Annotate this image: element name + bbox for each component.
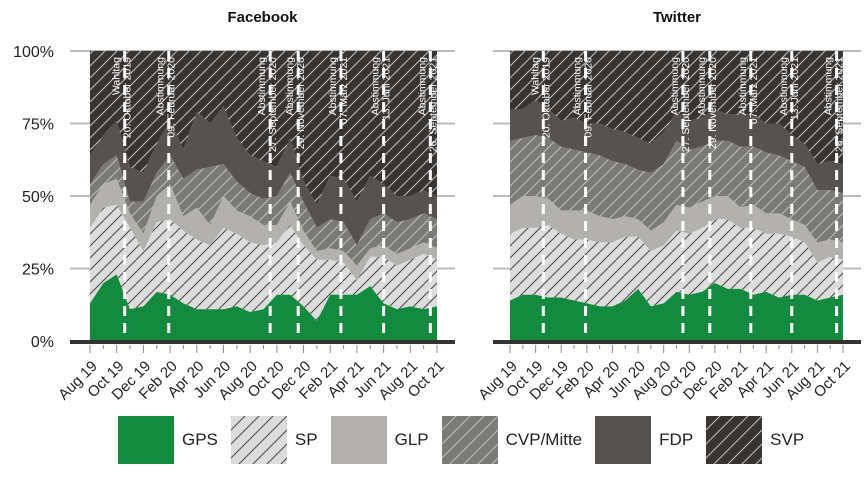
legend-item-glp: GLP xyxy=(330,416,429,464)
event-label: Abstimmung29. November 2020 xyxy=(284,57,307,149)
event-label: Abstimmung26. September 2021 xyxy=(823,57,846,152)
area-glp xyxy=(510,196,843,263)
y-tick-label: 50% xyxy=(22,189,54,206)
event-label: Wahltag20. Oktober 2019 xyxy=(111,57,134,138)
area-cvp-mitte xyxy=(90,155,437,266)
event-label: Abstimmung09. Februar 2020 xyxy=(155,57,178,138)
legend-swatch-cvp-mitte xyxy=(441,416,498,464)
legend-label-gps: GPS xyxy=(182,430,218,449)
area-svp xyxy=(510,51,843,165)
legend-label-glp: GLP xyxy=(394,430,429,449)
y-tick-label: 25% xyxy=(22,262,54,279)
legend-swatch-svp xyxy=(706,416,763,464)
event-label: Abstimmung13. Juni 2021 xyxy=(778,57,801,120)
area-sp xyxy=(90,204,437,321)
event-label: Abstimmung07. März 2021 xyxy=(737,57,760,124)
legend-item-fdp: FDP xyxy=(595,416,693,464)
legend-item-svp: SVP xyxy=(706,416,804,464)
panel-title: Twitter xyxy=(653,9,701,26)
event-label: Abstimmung27. September 2020 xyxy=(669,57,692,152)
panel-twitter: Twitter Wahltag20. Oktober 2019 Abstimmung… xyxy=(475,9,861,403)
chart: 0% 25% 50% 75% 100% Facebook Wahltag20. Oktobe… xyxy=(13,9,861,403)
area-glp xyxy=(90,178,437,281)
area-gps xyxy=(510,283,843,341)
legend-swatch-sp xyxy=(230,416,287,464)
event-label: Abstimmung26. September 2021 xyxy=(416,57,439,152)
event-label: Wahltag20. Oktober 2019 xyxy=(529,57,552,138)
event-label: Abstimmung09. Februar 2020 xyxy=(572,57,595,138)
area-gps xyxy=(90,274,437,341)
event-label: Abstimmung27. September 2020 xyxy=(256,57,279,152)
legend-label-cvp-mitte: CVP/Mitte xyxy=(505,430,583,449)
legend-item-cvp-mitte: CVP/Mitte xyxy=(441,416,583,464)
legend-swatch-gps xyxy=(118,416,174,464)
legend-item-gps: GPS xyxy=(118,416,218,464)
area-cvp-mitte xyxy=(510,135,843,243)
legend-label-sp: SP xyxy=(294,430,318,449)
event-label: Abstimmung13. Juni 2021 xyxy=(370,57,393,120)
y-tick-label: 0% xyxy=(31,334,54,351)
area-svp xyxy=(90,51,437,205)
legend-swatch-fdp xyxy=(595,416,652,464)
y-tick-label: 75% xyxy=(22,117,54,134)
event-label: Abstimmung29. November 2020 xyxy=(696,57,719,149)
legend-label-svp: SVP xyxy=(770,430,805,449)
legend-swatch-glp xyxy=(330,416,387,464)
event-label: Abstimmung07. März 2021 xyxy=(327,57,350,124)
panel-facebook: Facebook Wahltag20. Oktober 2019 Abstimmun… xyxy=(55,9,455,403)
legend-item-sp: SP xyxy=(230,416,318,464)
legend-label-fdp: FDP xyxy=(659,430,694,449)
y-tick-label: 100% xyxy=(13,44,54,61)
panel-title: Facebook xyxy=(227,9,298,26)
area-fdp xyxy=(90,106,437,246)
legend: GPS SP GLP CVP/Mitte FDP SVP xyxy=(118,415,817,465)
